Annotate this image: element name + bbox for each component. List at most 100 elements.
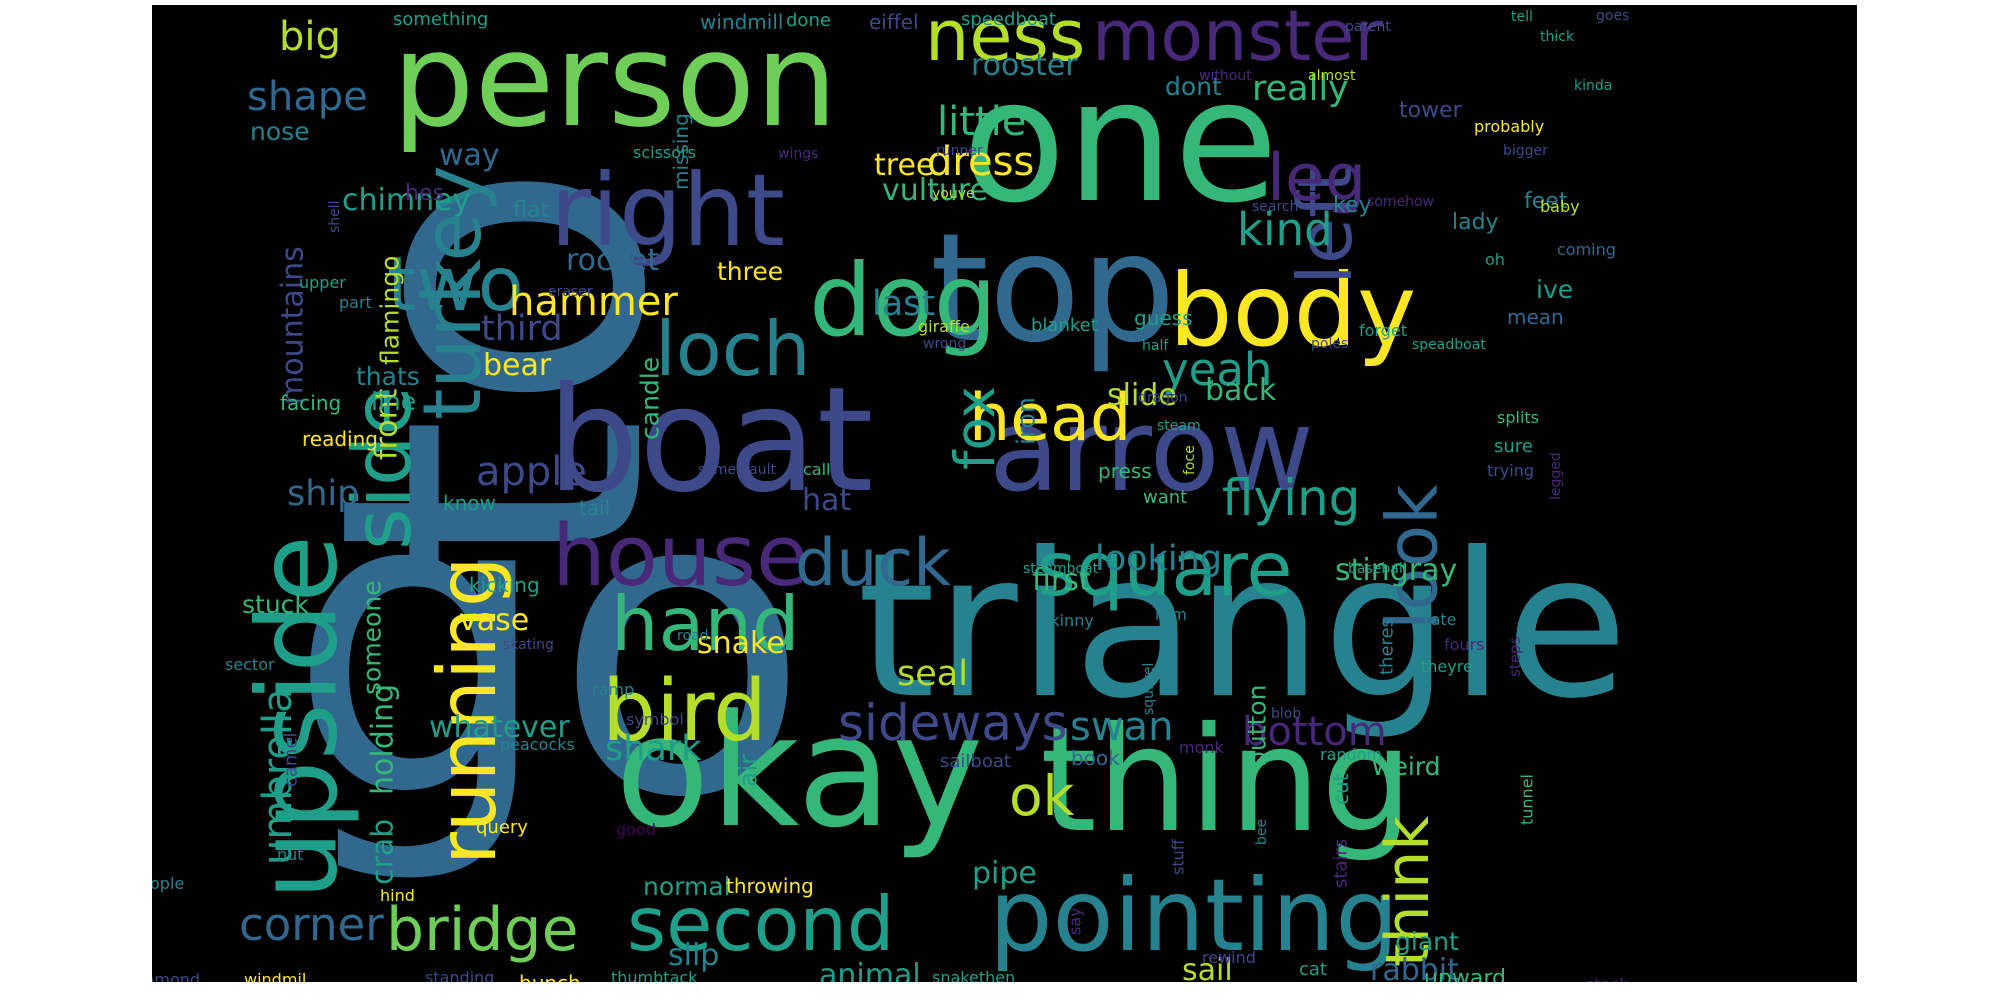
- word-monk: monk: [1179, 738, 1225, 757]
- word-boat: boat: [547, 356, 873, 525]
- word-rabbit: rabbit: [1370, 953, 1459, 982]
- word-random: random: [1320, 745, 1382, 764]
- word-speadboat: speadboat: [1412, 337, 1486, 353]
- word-right: right: [550, 152, 785, 269]
- word-stairs: stairs: [1330, 839, 1351, 888]
- word-windmill: windmill: [700, 10, 783, 34]
- word-mean: mean: [1507, 305, 1564, 329]
- word-side: side: [336, 386, 429, 550]
- word-second: second: [627, 880, 894, 968]
- word-front: front: [370, 388, 405, 460]
- word-symbol: symbol: [626, 710, 684, 729]
- word-slide: slide: [1107, 378, 1177, 413]
- word-wings: wings: [778, 146, 818, 162]
- word-say: say: [1066, 907, 1085, 935]
- word-steam: steam: [1157, 418, 1201, 434]
- word-first: first: [1032, 563, 1091, 598]
- word-bottom: bottom: [1242, 709, 1387, 755]
- word-reading: reading: [302, 427, 378, 451]
- word-wrong: wrong: [923, 336, 966, 352]
- word-weird: weird: [1372, 752, 1440, 781]
- word-missing: missing: [669, 113, 693, 190]
- word-youve: youve: [932, 186, 975, 202]
- word-tower: tower: [1399, 98, 1463, 123]
- word-normal: normal: [643, 872, 731, 901]
- word-forget: forget: [1359, 321, 1407, 340]
- word-square: square: [1037, 525, 1293, 613]
- word-tunnel: tunnel: [1518, 774, 1537, 825]
- word-steamboat: steamboat: [1023, 561, 1099, 577]
- word-looking: looking: [1095, 539, 1222, 579]
- word-hind: hind: [380, 886, 415, 905]
- word-rate: rate: [1424, 610, 1457, 629]
- word-hand: hand: [611, 580, 800, 668]
- word-somersault: somersault: [698, 462, 777, 478]
- word-mountains: mountains: [276, 246, 311, 405]
- word-bunch: bunch: [519, 971, 581, 982]
- word-press: press: [1098, 459, 1152, 483]
- word-last: last: [872, 284, 935, 324]
- word-ram: ram: [1155, 605, 1187, 624]
- word-upward: upward: [1424, 966, 1506, 982]
- word-theyre: theyre: [1421, 657, 1473, 676]
- word-probably: probably: [1474, 117, 1544, 136]
- word-road: road: [677, 628, 708, 644]
- word-oh: oh: [1485, 250, 1505, 269]
- word-eraser: eraser: [548, 284, 593, 300]
- word-vulture: vulture: [882, 173, 988, 208]
- word-camel: camel: [280, 732, 301, 787]
- word-vase: vase: [459, 603, 529, 638]
- word-big: big: [279, 14, 341, 60]
- word-without: without: [1199, 68, 1252, 84]
- word-slip: slip: [668, 938, 719, 973]
- word-one: one: [962, 43, 1278, 241]
- word-button: button: [1242, 685, 1271, 767]
- word-baseball: baseball: [1348, 561, 1407, 577]
- word-monster: monster: [1092, 5, 1383, 77]
- word-steps: steps: [1506, 637, 1524, 677]
- word-skating: skating: [503, 637, 554, 653]
- word-search: search: [1252, 199, 1299, 215]
- word-foce: foce: [1182, 445, 1198, 475]
- word-hes: hes: [405, 181, 444, 206]
- word-stuff: stuff: [1169, 838, 1188, 875]
- word-head: head: [969, 381, 1131, 456]
- word-stuck: stuck: [242, 590, 309, 619]
- word-sail: sail: [1182, 953, 1233, 982]
- word-house: house: [552, 507, 808, 606]
- word-something: something: [393, 9, 488, 30]
- word-really: really: [1252, 69, 1349, 109]
- word-runner: runner: [936, 143, 983, 159]
- word-half: half: [1142, 338, 1169, 354]
- word-go: go: [287, 401, 811, 890]
- word-top: top: [930, 202, 1176, 376]
- word-back: back: [1205, 373, 1277, 408]
- word-speedboat: speedboat: [961, 9, 1056, 30]
- word-leg: leg: [1267, 141, 1366, 216]
- word-blob: blob: [1271, 706, 1301, 722]
- word-kicking: kicking: [469, 573, 540, 597]
- word-bridge: bridge: [386, 895, 579, 965]
- word-key: key: [1333, 193, 1372, 218]
- word-stack: stack: [1586, 975, 1629, 982]
- word-feet: feet: [1524, 189, 1568, 214]
- word-animal: animal: [819, 958, 921, 982]
- word-air: air: [733, 754, 762, 787]
- word-three: three: [717, 257, 783, 286]
- word-rocket: rocket: [566, 243, 659, 278]
- word-cloud: to go person one triangle boat okay top upside th…: [152, 5, 1857, 982]
- word-tell: tell: [1511, 9, 1533, 25]
- word-okay: okay: [615, 681, 984, 862]
- word-turkey: turkey: [406, 165, 499, 420]
- word-upside: upside: [234, 535, 362, 900]
- word-scissors: scissors: [633, 143, 696, 162]
- word-ship: ship: [287, 474, 359, 514]
- word-seal: seal: [897, 654, 968, 694]
- word-diamond: diamond: [152, 970, 200, 982]
- word-rooster: rooster: [971, 48, 1078, 83]
- word-book: book: [1071, 746, 1120, 770]
- word-parent: parent: [1345, 19, 1391, 35]
- word-windmil: windmil: [244, 970, 306, 982]
- word-flamingo: flamingo: [375, 256, 404, 365]
- word-squirrel: squirrel: [1141, 663, 1157, 715]
